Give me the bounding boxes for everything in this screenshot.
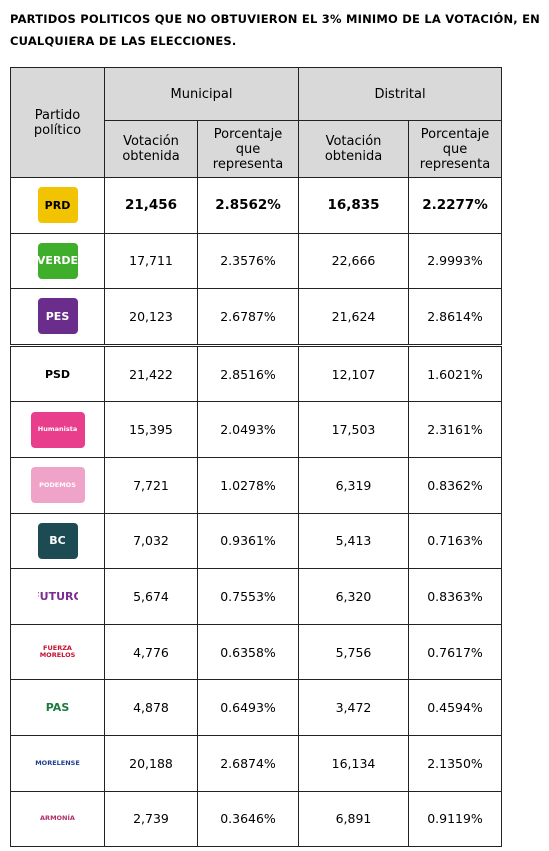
votes-cell: 4,776 (104, 623, 198, 681)
table-row: PRD 21,456 2.8562% 16,835 2.2277% (10, 177, 502, 234)
table-body: PRD 21,456 2.8562% 16,835 2.2277% VERDE 17,711… (10, 177, 502, 848)
votes-cell: 22,666 (298, 232, 409, 290)
party-logo: PRD (37, 187, 78, 224)
percent-cell: 0.7163% (408, 512, 502, 570)
results-table: Partido político Municipal Distrital Vot… (10, 67, 502, 848)
percent-cell: 2.8516% (197, 343, 299, 403)
percent-cell: 2.8562% (197, 177, 299, 234)
party-cell: PAS (10, 679, 105, 736)
party-cell: PSD (10, 343, 105, 403)
party-logo: FUERZA MORELOS (30, 634, 85, 671)
votes-cell: 7,721 (104, 456, 198, 514)
votes-cell: 6,319 (298, 456, 409, 514)
percent-cell: 2.8614% (408, 288, 502, 346)
party-cell: Humanista (10, 401, 105, 458)
party-logo: BC (37, 522, 78, 559)
votes-cell: 6,320 (298, 568, 409, 625)
party-logo: PES (37, 298, 78, 335)
party-cell: ARMONÍA (10, 790, 105, 848)
percent-cell: 2.2277% (408, 177, 502, 234)
votes-cell: 21,422 (104, 343, 198, 403)
percent-cell: 0.6493% (197, 679, 299, 736)
votes-cell: 2,739 (104, 790, 198, 848)
sub-header: Votación obtenida (298, 120, 409, 178)
votes-cell: 5,413 (298, 512, 409, 570)
party-cell: VERDE (10, 232, 105, 290)
group-header: Distrital (298, 67, 502, 121)
table-row: PSD 21,422 2.8516% 12,107 1.6021% (10, 343, 502, 403)
party-logo: MORELENSE (30, 745, 85, 782)
votes-cell: 12,107 (298, 343, 409, 403)
percent-cell: 0.4594% (408, 679, 502, 736)
percent-cell: 2.6787% (197, 288, 299, 346)
table-row: Humanista 15,395 2.0493% 17,503 2.3161% (10, 401, 502, 458)
votes-cell: 6,891 (298, 790, 409, 848)
party-logo: PSD (37, 356, 78, 393)
party-cell: PRD (10, 177, 105, 234)
percent-cell: 0.6358% (197, 623, 299, 681)
votes-cell: 3,472 (298, 679, 409, 736)
party-logo: FUTURO (37, 578, 78, 615)
percent-cell: 0.7553% (197, 568, 299, 625)
table-row: PAS 4,878 0.6493% 3,472 0.4594% (10, 679, 502, 736)
table-row: FUERZA MORELOS 4,776 0.6358% 5,756 0.7617% (10, 623, 502, 681)
votes-cell: 20,188 (104, 734, 198, 792)
party-cell: FUTURO (10, 568, 105, 625)
votes-cell: 21,456 (104, 177, 198, 234)
table-row: VERDE 17,711 2.3576% 22,666 2.9993% (10, 232, 502, 290)
percent-cell: 0.3646% (197, 790, 299, 848)
percent-cell: 0.9361% (197, 512, 299, 570)
party-cell: BC (10, 512, 105, 570)
votes-cell: 5,756 (298, 623, 409, 681)
party-cell: PODEMOS (10, 456, 105, 514)
percent-cell: 2.0493% (197, 401, 299, 458)
votes-cell: 4,878 (104, 679, 198, 736)
party-logo: VERDE (37, 242, 78, 279)
votes-cell: 16,134 (298, 734, 409, 792)
table-row: MORELENSE 20,188 2.6874% 16,134 2.1350% (10, 734, 502, 792)
percent-cell: 2.9993% (408, 232, 502, 290)
sub-header: Votación obtenida (104, 120, 198, 178)
percent-cell: 0.7617% (408, 623, 502, 681)
votes-cell: 7,032 (104, 512, 198, 570)
percent-cell: 2.1350% (408, 734, 502, 792)
party-logo: Humanista (30, 411, 85, 448)
sub-header: Porcentaje que representa (197, 120, 299, 178)
votes-cell: 17,711 (104, 232, 198, 290)
party-logo: ARMONÍA (30, 800, 85, 837)
percent-cell: 0.8362% (408, 456, 502, 514)
percent-cell: 1.0278% (197, 456, 299, 514)
votes-cell: 5,674 (104, 568, 198, 625)
percent-cell: 2.6874% (197, 734, 299, 792)
votes-cell: 20,123 (104, 288, 198, 346)
percent-cell: 0.9119% (408, 790, 502, 848)
percent-cell: 2.3161% (408, 401, 502, 458)
group-header: Municipal (104, 67, 299, 121)
party-logo: PODEMOS (30, 467, 85, 504)
party-header: Partido político (10, 67, 105, 178)
percent-cell: 2.3576% (197, 232, 299, 290)
party-cell: MORELENSE (10, 734, 105, 792)
votes-cell: 15,395 (104, 401, 198, 458)
table-row: PES 20,123 2.6787% 21,624 2.8614% (10, 288, 502, 346)
party-cell: FUERZA MORELOS (10, 623, 105, 681)
table-row: BC 7,032 0.9361% 5,413 0.7163% (10, 512, 502, 570)
title: PARTIDOS POLITICOS QUE NO OBTUVIERON EL … (10, 12, 540, 48)
votes-cell: 21,624 (298, 288, 409, 346)
votes-cell: 16,835 (298, 177, 409, 234)
votes-cell: 17,503 (298, 401, 409, 458)
party-logo: PAS (37, 689, 78, 726)
sub-header: Porcentaje que representa (408, 120, 502, 178)
percent-cell: 0.8363% (408, 568, 502, 625)
party-cell: PES (10, 288, 105, 346)
percent-cell: 1.6021% (408, 343, 502, 403)
table-row: ARMONÍA 2,739 0.3646% 6,891 0.9119% (10, 790, 502, 848)
table-row: PODEMOS 7,721 1.0278% 6,319 0.8362% (10, 456, 502, 514)
